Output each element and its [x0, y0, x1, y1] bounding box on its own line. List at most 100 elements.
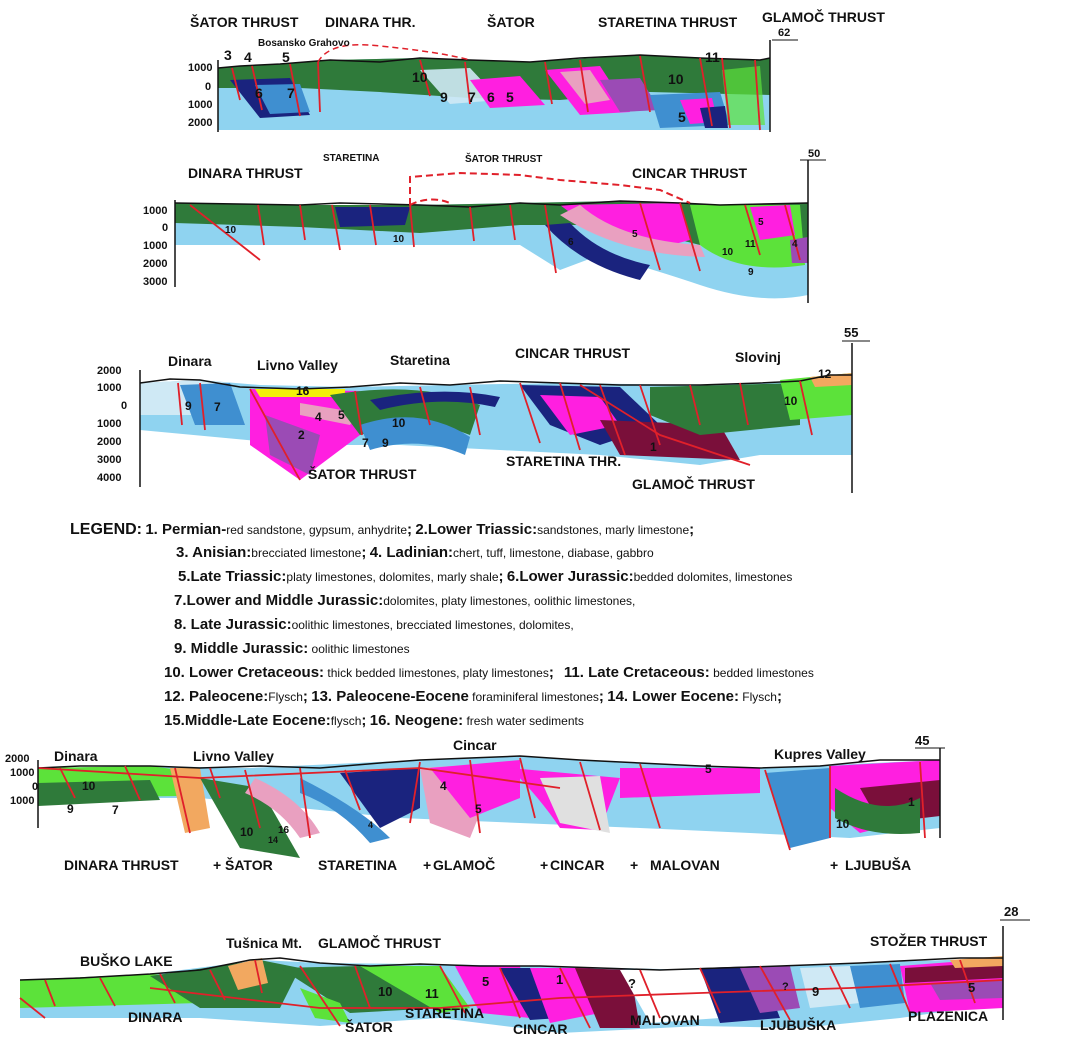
legend-item-head: 7.Lower and Middle Jurassic: [174, 592, 384, 609]
legend-item-desc: dolomites, platy limestones, oolithic li… [383, 594, 636, 608]
unit-number: 11 [705, 49, 720, 65]
unit-number: 7 [287, 85, 295, 101]
svg-text:+: + [423, 857, 431, 873]
unit-number: 1 [556, 972, 563, 987]
depth-tick: 1000 [188, 62, 212, 74]
unit-number: 4 [315, 410, 322, 424]
section-label: Slovinj [735, 349, 781, 365]
section-label: CINCAR [550, 857, 604, 873]
legend-item-head: 5.Late Triassic: [178, 568, 287, 585]
km-marker: 62 [778, 27, 790, 39]
unit-number: 7 [468, 89, 476, 105]
legend-item-desc: oolithic limestones [308, 642, 410, 656]
unit-number: ? [628, 976, 636, 991]
km-marker: 45 [915, 733, 929, 748]
legend-item-head: 12. Paleocene: [164, 688, 269, 705]
unit-number: 7 [112, 803, 119, 817]
section-label: STARETINA [405, 1005, 484, 1021]
section-label: Staretina [390, 352, 450, 368]
unit-number: 11 [425, 986, 439, 1001]
depth-tick: 0 [162, 222, 168, 234]
legend-title: LEGEND: [70, 521, 142, 538]
depth-tick: 1000 [143, 240, 167, 252]
depth-tick: 2000 [5, 753, 29, 765]
legend-item-desc: chert, tuff, limestone, diabase, gabbro [453, 546, 654, 560]
section-label: Dinara [168, 353, 212, 369]
locality-label: Bosansko Grahovo [258, 38, 350, 49]
section-label: LJUBUŠKA [760, 1016, 836, 1033]
svg-text:+: + [213, 857, 221, 873]
legend-item-desc: foraminiferal limestones [468, 690, 599, 704]
unit-number: 6 [568, 237, 574, 248]
unit-number: 14 [268, 835, 278, 845]
section-label: MALOVAN [630, 1012, 700, 1028]
legend-sep: ; [598, 688, 604, 705]
legend-item-desc: fresh water sediments [463, 714, 584, 728]
unit-number: 10 [668, 71, 684, 87]
km-marker: 55 [844, 325, 858, 340]
depth-tick: 1000 [143, 205, 167, 217]
unit-number: 16 [278, 825, 290, 836]
unit-number: 10 [393, 234, 405, 245]
section-label: STARETINA [323, 153, 379, 164]
section-label: ŠATOR [487, 13, 535, 30]
unit-number: 9 [67, 802, 74, 816]
depth-axis-1: 1000 0 1000 2000 [188, 62, 212, 129]
legend-item-head: 2.Lower Triassic: [415, 521, 538, 538]
section-label: Livno Valley [193, 748, 274, 764]
legend-sep: ; [407, 521, 412, 538]
legend-item-head: 4. Ladinian: [369, 544, 454, 561]
cross-section-5: BUŠKO LAKE Tušnica Mt. GLAMOČ THRUST STO… [19, 904, 1030, 1037]
unit-number: 5 [506, 89, 514, 105]
legend-sep: ; [302, 688, 308, 705]
legend-item-head: 10. Lower Cretaceous: [164, 664, 325, 681]
legend-item-desc: thick bedded limestones, platy limestone… [324, 666, 549, 680]
legend-item-head: 16. Neogene: [369, 712, 464, 729]
depth-tick: 3000 [143, 276, 167, 288]
unit-number: 10 [392, 416, 406, 430]
depth-tick: 4000 [97, 472, 121, 484]
unit-number: 2 [298, 428, 305, 442]
unit-number: 6 [255, 85, 263, 101]
depth-tick: 1000 [10, 795, 34, 807]
section-label: DINARA [128, 1009, 182, 1025]
legend-sep: ; [361, 544, 367, 561]
section-label: MALOVAN [650, 857, 720, 873]
section-label: STARETINA [318, 857, 397, 873]
unit-number: 11 [745, 239, 756, 250]
legend-item-head: 11. Late Cretaceous: [563, 664, 710, 681]
unit-number: 5 [968, 980, 975, 995]
unit-number: 9 [440, 89, 448, 105]
depth-tick: 0 [205, 81, 211, 93]
legend-sep: ; [498, 568, 504, 585]
section-label: ŠATOR [345, 1018, 393, 1035]
section-label: DINARA THRUST [64, 857, 179, 873]
svg-text:+: + [830, 857, 838, 873]
section-label: STOŽER THRUST [870, 932, 988, 949]
unit-number: 5 [758, 217, 764, 228]
section-label: Livno Valley [257, 357, 338, 373]
unit-number: 10 [225, 225, 237, 236]
legend-item-head: 9. Middle Jurassic: [174, 640, 309, 657]
depth-tick: 3000 [97, 454, 121, 466]
legend-item-head: 6.Lower Jurassic: [506, 568, 634, 585]
legend-item-desc: brecciated limestone [251, 546, 362, 560]
unit-number: 1 [908, 795, 915, 809]
legend-item-desc: Flysch [268, 690, 303, 704]
unit-number: 9 [185, 399, 192, 413]
section-label: DINARA THRUST [188, 165, 303, 181]
unit-number: 10 [378, 984, 392, 999]
svg-text:+: + [540, 857, 548, 873]
legend-item-desc: red sandstone, gypsum, anhydrite [226, 523, 407, 537]
depth-tick: 1000 [97, 418, 121, 430]
unit-number: 5 [705, 762, 712, 776]
legend-item-desc: flysch [330, 714, 362, 728]
unit-number: ? [782, 981, 789, 993]
legend-item-head: 13. Paleocene-Eocene [311, 688, 469, 705]
unit-number: 12 [818, 367, 832, 381]
section-label: ŠATOR THRUST [465, 152, 542, 165]
legend-item-head: 1. Permian- [145, 521, 227, 538]
depth-tick: 1000 [188, 99, 212, 111]
legend-sep: ; [361, 712, 367, 729]
legend-item-desc: sandstones, marly limestone [537, 523, 690, 537]
